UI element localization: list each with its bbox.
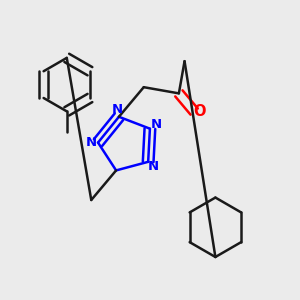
- Text: N: N: [150, 118, 161, 131]
- Text: N: N: [148, 160, 159, 173]
- Text: N: N: [112, 103, 123, 116]
- Text: N: N: [85, 136, 97, 149]
- Text: O: O: [193, 104, 206, 119]
